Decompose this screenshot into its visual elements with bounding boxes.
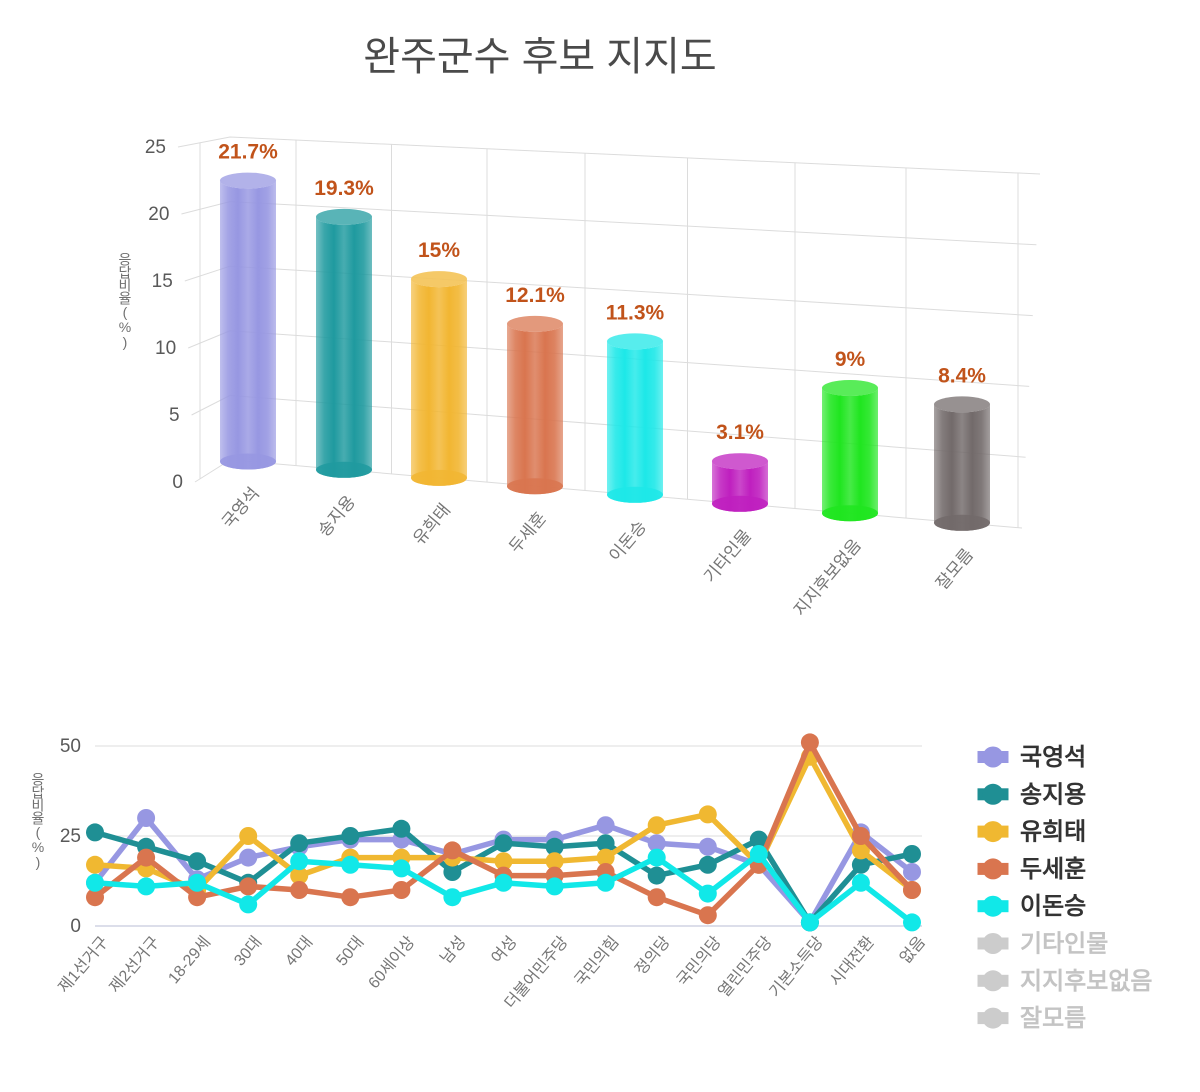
svg-text:국영석: 국영석 — [218, 484, 263, 532]
svg-text:0: 0 — [172, 472, 183, 493]
svg-text:제1선거구: 제1선거구 — [55, 933, 112, 996]
svg-text:21.7%: 21.7% — [218, 141, 278, 164]
svg-text:60세이상: 60세이상 — [365, 933, 419, 992]
svg-text:15%: 15% — [418, 239, 460, 262]
svg-text:정의당: 정의당 — [632, 933, 674, 979]
svg-text:25: 25 — [60, 826, 81, 847]
svg-text:두세훈: 두세훈 — [505, 509, 550, 557]
svg-text:기타인물: 기타인물 — [700, 526, 755, 586]
svg-text:남성: 남성 — [437, 933, 470, 967]
svg-text:20: 20 — [148, 204, 169, 225]
svg-text:9%: 9% — [835, 348, 866, 371]
svg-text:15: 15 — [152, 271, 173, 292]
svg-text:50대: 50대 — [333, 933, 368, 969]
svg-text:0: 0 — [70, 916, 81, 937]
svg-text:25: 25 — [145, 137, 166, 158]
svg-text:12.1%: 12.1% — [505, 284, 565, 307]
svg-text:5: 5 — [169, 405, 180, 426]
svg-text:시대전환: 시대전환 — [826, 933, 878, 990]
svg-text:유희태: 유희태 — [409, 500, 454, 548]
svg-text:3.1%: 3.1% — [716, 421, 764, 444]
svg-text:이돈승: 이돈승 — [605, 517, 650, 565]
svg-text:19.3%: 19.3% — [314, 177, 374, 200]
svg-text:없음: 없음 — [896, 933, 929, 967]
svg-text:송지용: 송지용 — [314, 492, 359, 540]
svg-text:잘모름: 잘모름 — [932, 545, 977, 593]
svg-text:11.3%: 11.3% — [606, 301, 665, 324]
svg-text:국민의힘: 국민의힘 — [571, 933, 623, 990]
svg-text:8.4%: 8.4% — [938, 364, 986, 387]
svg-text:기본소득당: 기본소득당 — [766, 933, 827, 1001]
svg-text:국민의당: 국민의당 — [673, 933, 725, 990]
svg-text:여성: 여성 — [488, 933, 521, 967]
svg-text:30대: 30대 — [231, 933, 266, 969]
svg-text:제2선거구: 제2선거구 — [106, 933, 163, 996]
svg-text:40대: 40대 — [282, 933, 317, 969]
svg-text:10: 10 — [155, 338, 176, 359]
svg-text:지지후보없음: 지지후보없음 — [790, 536, 865, 620]
svg-text:50: 50 — [60, 736, 81, 757]
svg-text:18-29세: 18-29세 — [165, 933, 215, 987]
